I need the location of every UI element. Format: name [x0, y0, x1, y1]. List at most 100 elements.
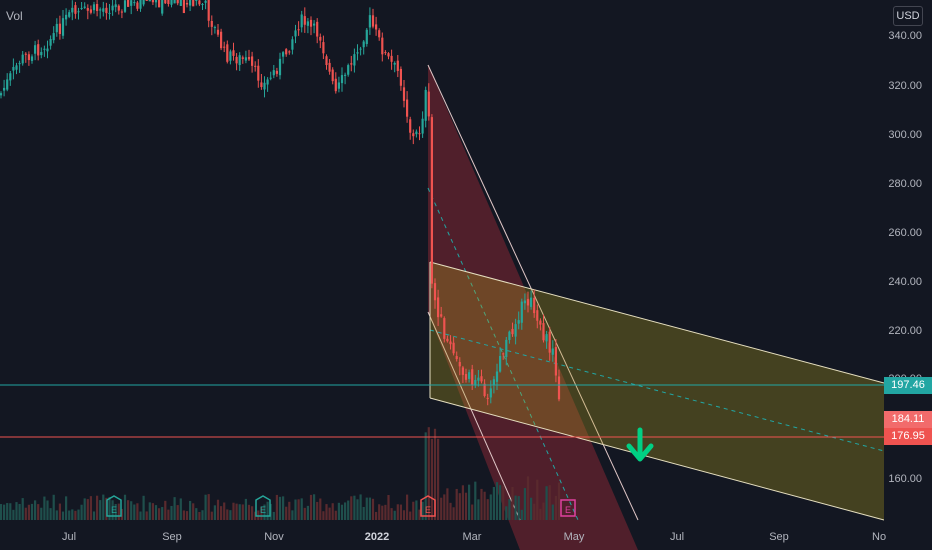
volume-bar: [251, 506, 254, 520]
candle-body: [27, 54, 30, 61]
candle-body: [37, 44, 40, 56]
volume-bar: [83, 498, 86, 520]
candle-body: [480, 376, 483, 382]
candle-body: [322, 42, 325, 54]
candle-body: [319, 36, 322, 41]
volume-bar: [365, 497, 368, 520]
price-tag-upper-line[interactable]: 197.46: [884, 377, 932, 394]
candle-body: [74, 5, 77, 14]
candle-body: [96, 3, 99, 11]
volume-bar: [12, 509, 15, 520]
volume-bar: [545, 486, 548, 520]
volume-bar: [359, 494, 362, 520]
candle-body: [278, 58, 282, 76]
volume-bar: [278, 496, 282, 520]
candle-body: [449, 341, 452, 345]
volume-bar: [130, 501, 133, 520]
price-axis[interactable]: 340.00 320.00 300.00 280.00 260.00 240.0…: [884, 0, 932, 550]
earnings-marker[interactable]: E: [255, 495, 271, 517]
volume-bar: [328, 507, 331, 520]
candle-body: [378, 30, 381, 38]
volume-bar: [282, 496, 285, 520]
candle-body: [446, 338, 449, 342]
time-tick: May: [564, 531, 585, 543]
volume-bar: [300, 498, 303, 520]
volume-bar: [368, 497, 371, 520]
time-axis[interactable]: Jul Sep Nov 2022 Mar May Jul Sep No: [62, 531, 886, 543]
candle-body: [452, 342, 455, 354]
candle-body: [396, 60, 399, 71]
volume-bar: [86, 499, 89, 520]
price-tick: 320.00: [888, 80, 922, 92]
volume-bar: [139, 511, 142, 520]
volume-bar: [461, 485, 464, 520]
volume-bar: [108, 497, 111, 520]
earnings-marker[interactable]: E: [106, 495, 122, 517]
candle-body: [3, 87, 6, 91]
candle-body: [328, 62, 331, 72]
price-tick: 240.00: [888, 276, 922, 288]
currency-button[interactable]: USD: [893, 6, 923, 26]
volume-bar: [353, 495, 356, 520]
candle-body: [433, 283, 437, 301]
candle-body: [371, 15, 375, 27]
time-tick: Nov: [264, 531, 284, 543]
time-tick: Jul: [670, 531, 684, 543]
volume-bar: [247, 504, 251, 520]
candle-body: [108, 12, 111, 14]
earnings-marker-upcoming[interactable]: E: [560, 499, 576, 517]
volume-bar: [49, 508, 52, 520]
volume-bar: [192, 503, 195, 520]
volume-bar: [306, 505, 309, 520]
candle-body: [80, 7, 83, 9]
candlesticks[interactable]: [0, 0, 561, 406]
candle-body: [399, 68, 402, 86]
volume-bar: [151, 503, 154, 520]
volume-bar: [68, 510, 71, 520]
candle-body: [167, 0, 170, 5]
candle-body: [443, 318, 446, 339]
price-tag-last-price[interactable]: 184.11: [884, 411, 932, 428]
candle-body: [189, 0, 192, 6]
volume-bar: [294, 499, 297, 520]
volume-bar: [71, 509, 74, 520]
candle-body: [18, 63, 21, 65]
volume-bar: [499, 485, 502, 520]
earnings-marker[interactable]: E: [420, 495, 436, 517]
volume-bar: [303, 507, 306, 520]
candle-body: [195, 0, 198, 1]
volume-bar: [210, 511, 213, 520]
candle-body: [111, 5, 114, 11]
volume-bar: [554, 495, 557, 520]
candle-body: [52, 33, 55, 41]
volume-bar: [223, 502, 226, 520]
candle-body: [198, 0, 201, 5]
candle-body: [105, 7, 108, 14]
candle-body: [464, 373, 468, 380]
candle-body: [337, 82, 340, 89]
candle-body: [275, 70, 278, 74]
volume-bar: [309, 494, 313, 520]
candle-body: [554, 347, 557, 376]
volume-bar: [241, 504, 244, 520]
candle-body: [285, 49, 288, 55]
candle-body: [306, 21, 309, 26]
candle-body: [514, 324, 517, 337]
volume-bar: [185, 511, 189, 520]
candle-body: [247, 56, 251, 60]
price-tag-lower-line[interactable]: 176.95: [884, 428, 932, 445]
volume-bar: [344, 502, 347, 520]
volume-bar: [409, 511, 412, 520]
volume-bar: [0, 504, 3, 520]
volume-bar: [9, 503, 12, 520]
price-tick: 300.00: [888, 129, 922, 141]
volume-bar: [117, 503, 120, 520]
down-arrow-icon[interactable]: [626, 427, 654, 462]
volume-bar: [27, 504, 30, 520]
candle-body: [139, 0, 142, 9]
candle-body: [297, 29, 300, 31]
candle-body: [216, 29, 220, 35]
candle-body: [536, 310, 539, 321]
volume-bar: [313, 494, 316, 520]
